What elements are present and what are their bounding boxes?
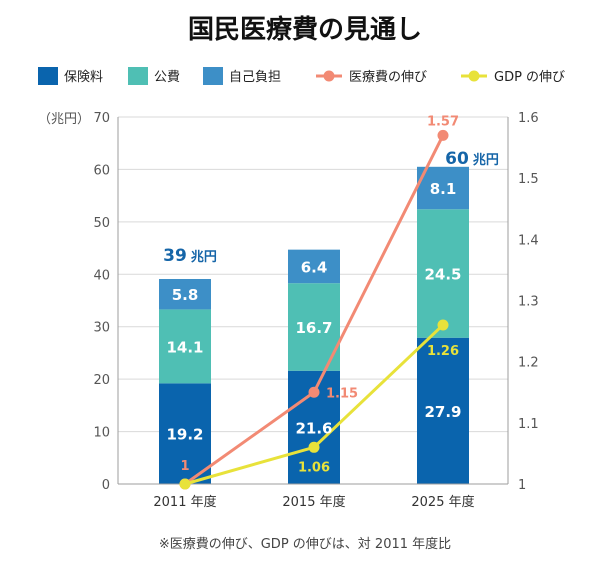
growth-point bbox=[437, 319, 449, 331]
bars bbox=[159, 166, 469, 484]
growth-point bbox=[308, 441, 320, 453]
legend-label: 医療費の伸び bbox=[349, 70, 427, 85]
y-left-tick-label: 0 bbox=[102, 478, 110, 493]
growth-label: 1.06 bbox=[298, 460, 330, 475]
growth-lines bbox=[179, 129, 449, 490]
bar-segment bbox=[417, 337, 469, 484]
axes: 0 10 20 30 40 50 60 70 1 1.1 1.2 1.3 1.4 1.5 1.6 2011 年… bbox=[93, 111, 538, 510]
growth-label: 1.26 bbox=[427, 344, 459, 359]
bar-segment bbox=[288, 249, 340, 284]
chart-title: 国民医療費の見通し bbox=[188, 15, 422, 45]
bar-value-label: 27.9 bbox=[424, 403, 461, 421]
y-right-tick-label: 1 bbox=[518, 478, 526, 493]
bar-total-number: 39 bbox=[163, 246, 187, 266]
bar-segment bbox=[417, 166, 469, 210]
y-right-tick-label: 1.5 bbox=[518, 172, 539, 187]
y-left-tick-label: 30 bbox=[93, 321, 110, 336]
y-right-tick-label: 1.3 bbox=[518, 295, 539, 310]
growth-point bbox=[308, 386, 320, 398]
growth-point bbox=[179, 478, 191, 490]
bar-total-label: 60 兆円 bbox=[445, 149, 499, 169]
legend-label: 自己負担 bbox=[229, 70, 281, 85]
y-left-unit: （兆円） bbox=[38, 112, 90, 127]
bar-value-label: 8.1 bbox=[430, 180, 457, 198]
legend: 保険料 公費 自己負担 医療費の伸び GDP の伸び bbox=[38, 67, 565, 85]
y-left-tick-label: 20 bbox=[93, 373, 110, 388]
bar-total-unit: 兆円 bbox=[191, 249, 217, 265]
y-left-tick-label: 60 bbox=[93, 163, 110, 178]
legend-swatch bbox=[38, 67, 58, 85]
bar-total-label: 39 兆円 bbox=[163, 246, 217, 266]
bar-value-label: 6.4 bbox=[301, 258, 328, 276]
y-right-tick-label: 1.1 bbox=[518, 417, 539, 432]
bar-value-label: 24.5 bbox=[424, 265, 461, 283]
growth-label: 1.57 bbox=[427, 114, 459, 129]
legend-label: GDP の伸び bbox=[494, 70, 565, 85]
y-left-tick-label: 70 bbox=[93, 111, 110, 126]
y-right-tick-label: 1.6 bbox=[518, 111, 539, 126]
y-left-tick-label: 10 bbox=[93, 426, 110, 441]
bar-value-label: 16.7 bbox=[295, 319, 332, 337]
y-right-tick-label: 1.4 bbox=[518, 233, 539, 248]
x-tick-label: 2025 年度 bbox=[411, 494, 474, 510]
bar-segment bbox=[159, 279, 211, 310]
x-tick-label: 2015 年度 bbox=[282, 494, 345, 510]
bar-value-label: 5.8 bbox=[172, 286, 199, 304]
growth-label: 1 bbox=[180, 459, 189, 474]
bar-segment bbox=[159, 309, 211, 384]
legend-marker bbox=[323, 70, 335, 82]
growth-label: 1.15 bbox=[326, 386, 358, 401]
y-left-tick-label: 40 bbox=[93, 268, 110, 283]
legend-swatch bbox=[203, 67, 223, 85]
bar-segment bbox=[159, 383, 211, 484]
bar-total-number: 60 bbox=[445, 149, 469, 169]
growth-point bbox=[437, 129, 449, 141]
legend-marker bbox=[468, 70, 480, 82]
y-left-tick-label: 50 bbox=[93, 216, 110, 231]
legend-label: 保険料 bbox=[64, 70, 103, 85]
bar-value-label: 19.2 bbox=[166, 426, 203, 444]
legend-label: 公費 bbox=[154, 70, 180, 85]
bar-value-label: 21.6 bbox=[295, 419, 332, 437]
x-tick-label: 2011 年度 bbox=[153, 494, 216, 510]
y-right-tick-label: 1.2 bbox=[518, 356, 539, 371]
bar-segment bbox=[417, 209, 469, 338]
bar-value-label: 14.1 bbox=[166, 338, 203, 356]
bar-total-unit: 兆円 bbox=[473, 152, 499, 168]
footnote: ※医療費の伸び、GDP の伸びは、対 2011 年度比 bbox=[159, 536, 451, 552]
legend-swatch bbox=[128, 67, 148, 85]
